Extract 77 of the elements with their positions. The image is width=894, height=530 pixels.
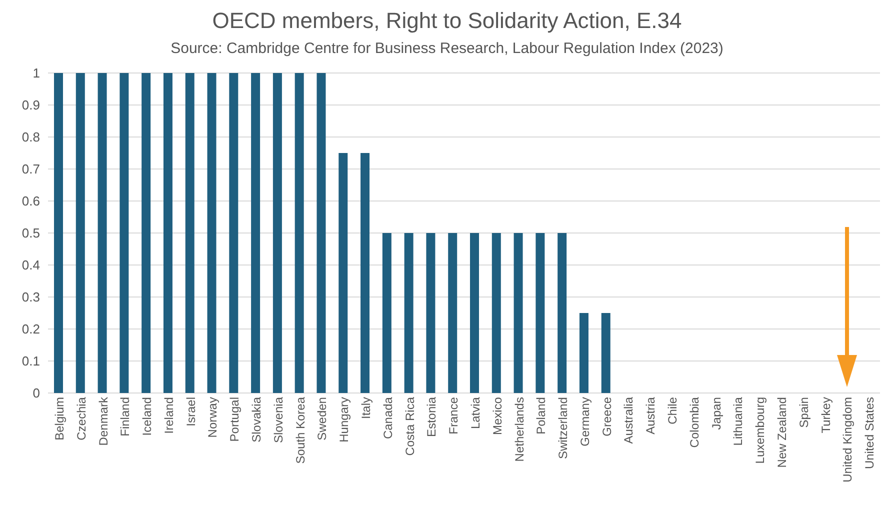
x-tick-label: Israel (184, 397, 198, 426)
bar (120, 73, 129, 393)
bar (382, 233, 392, 393)
x-tick-label: Slovenia (271, 396, 286, 444)
x-tick-label: Italy (358, 397, 373, 420)
bar (426, 233, 436, 393)
bar (338, 153, 348, 393)
bar (448, 233, 458, 393)
x-tick-label: Luxembourg (753, 397, 768, 464)
x-tick-label: United Kingdom (840, 397, 855, 482)
bar (294, 73, 304, 393)
x-tick-label: Netherlands (512, 397, 526, 462)
x-tick-label: Latvia (468, 396, 482, 430)
bar (251, 73, 260, 393)
bar (492, 233, 501, 393)
y-tick-label: 0.6 (22, 194, 40, 209)
y-tick-label: 0 (32, 386, 40, 401)
bar (579, 313, 588, 393)
chart-subtitle: Source: Cambridge Centre for Business Research, Labour Regulation Index (2023) (170, 40, 724, 57)
bar (404, 233, 414, 393)
y-tick-label: 0.1 (22, 354, 40, 369)
bar (360, 153, 370, 393)
x-tick-label: Japan (709, 397, 724, 430)
y-tick-label: 0.7 (22, 162, 40, 177)
x-tick-label: Spain (796, 397, 811, 428)
x-tick-label: Lithuania (731, 396, 746, 446)
x-tick-label: Costa Rica (402, 396, 417, 456)
bar (207, 73, 216, 393)
x-tick-label: Greece (600, 396, 614, 436)
x-tick-label: Iceland (140, 397, 154, 436)
bar (316, 73, 326, 393)
bar (185, 73, 194, 393)
y-tick-label: 0.2 (22, 322, 40, 337)
x-tick-label: Switzerland (556, 397, 570, 460)
x-tick-label: France (446, 396, 461, 434)
y-tick-label: 0.5 (22, 226, 40, 241)
x-tick-label: Ireland (162, 397, 176, 434)
x-tick-label: Portugal (228, 397, 242, 442)
x-tick-label: New Zealand (774, 397, 789, 468)
bar (229, 73, 238, 393)
y-tick-label: 0.4 (22, 258, 40, 273)
bar (514, 233, 523, 393)
bar (470, 233, 479, 393)
x-tick-label: United States (862, 397, 877, 470)
x-tick-label: Estonia (424, 396, 439, 438)
x-tick-label: Czechia (74, 396, 88, 440)
x-tick-label: Turkey (818, 397, 833, 434)
bar (98, 73, 107, 393)
y-tick-label: 1 (32, 66, 40, 81)
x-tick-label: Germany (578, 397, 592, 446)
x-tick-label: Australia (622, 396, 636, 444)
x-tick-label: Belgium (52, 397, 66, 440)
bar (54, 73, 63, 393)
bar (76, 73, 85, 393)
x-tick-label: Austria (644, 396, 658, 434)
bar (163, 73, 172, 393)
x-tick-label: Canada (380, 396, 395, 440)
x-tick-label: Sweden (315, 397, 330, 440)
chart-title: OECD members, Right to Solidarity Action, E.34 (211, 8, 683, 34)
x-tick-label: Colombia (687, 396, 702, 448)
x-tick-label: Denmark (96, 396, 110, 446)
bar (142, 73, 151, 393)
y-tick-label: 0.3 (22, 290, 40, 305)
bar (272, 73, 282, 393)
x-tick-label: Chile (666, 396, 680, 424)
bar (558, 233, 567, 393)
x-tick-label: Hungary (337, 397, 352, 442)
x-tick-label: Finland (118, 397, 132, 436)
bar (536, 233, 545, 393)
y-tick-label: 0.8 (22, 130, 40, 145)
x-tick-label: Norway (206, 397, 220, 438)
bar (601, 313, 610, 393)
y-tick-label: 0.9 (22, 98, 40, 113)
x-tick-label: Mexico (490, 396, 504, 436)
x-tick-label: Slovakia (250, 396, 264, 442)
x-tick-label: Poland (534, 397, 548, 434)
x-tick-label: South Korea (293, 396, 308, 464)
